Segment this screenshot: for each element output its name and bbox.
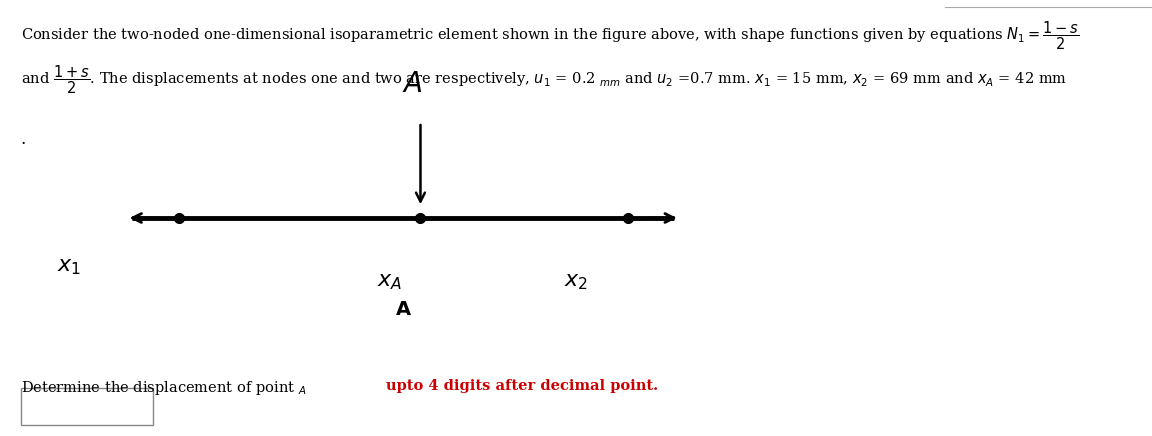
Text: $\mathit{x}_2$: $\mathit{x}_2$ bbox=[564, 270, 588, 292]
Text: $\mathit{x}_A$: $\mathit{x}_A$ bbox=[377, 270, 402, 292]
Text: $\mathit{x}_1$: $\mathit{x}_1$ bbox=[58, 255, 81, 277]
Bar bbox=[21, 388, 153, 425]
Text: $\mathbf{A}$: $\mathbf{A}$ bbox=[395, 301, 411, 319]
Text: Consider the two-noded one-dimensional isoparametric element shown in the figure: Consider the two-noded one-dimensional i… bbox=[21, 20, 1079, 52]
Text: upto 4 digits after decimal point.: upto 4 digits after decimal point. bbox=[386, 379, 658, 393]
Text: $\mathit{A}$: $\mathit{A}$ bbox=[402, 71, 423, 98]
Text: .: . bbox=[21, 131, 26, 148]
Text: and $\dfrac{1+s}{2}$. The displacements at nodes one and two are respectively, $: and $\dfrac{1+s}{2}$. The displacements … bbox=[21, 63, 1067, 96]
Text: Determine the displacement of point $_{A}$: Determine the displacement of point $_{A… bbox=[21, 379, 306, 397]
